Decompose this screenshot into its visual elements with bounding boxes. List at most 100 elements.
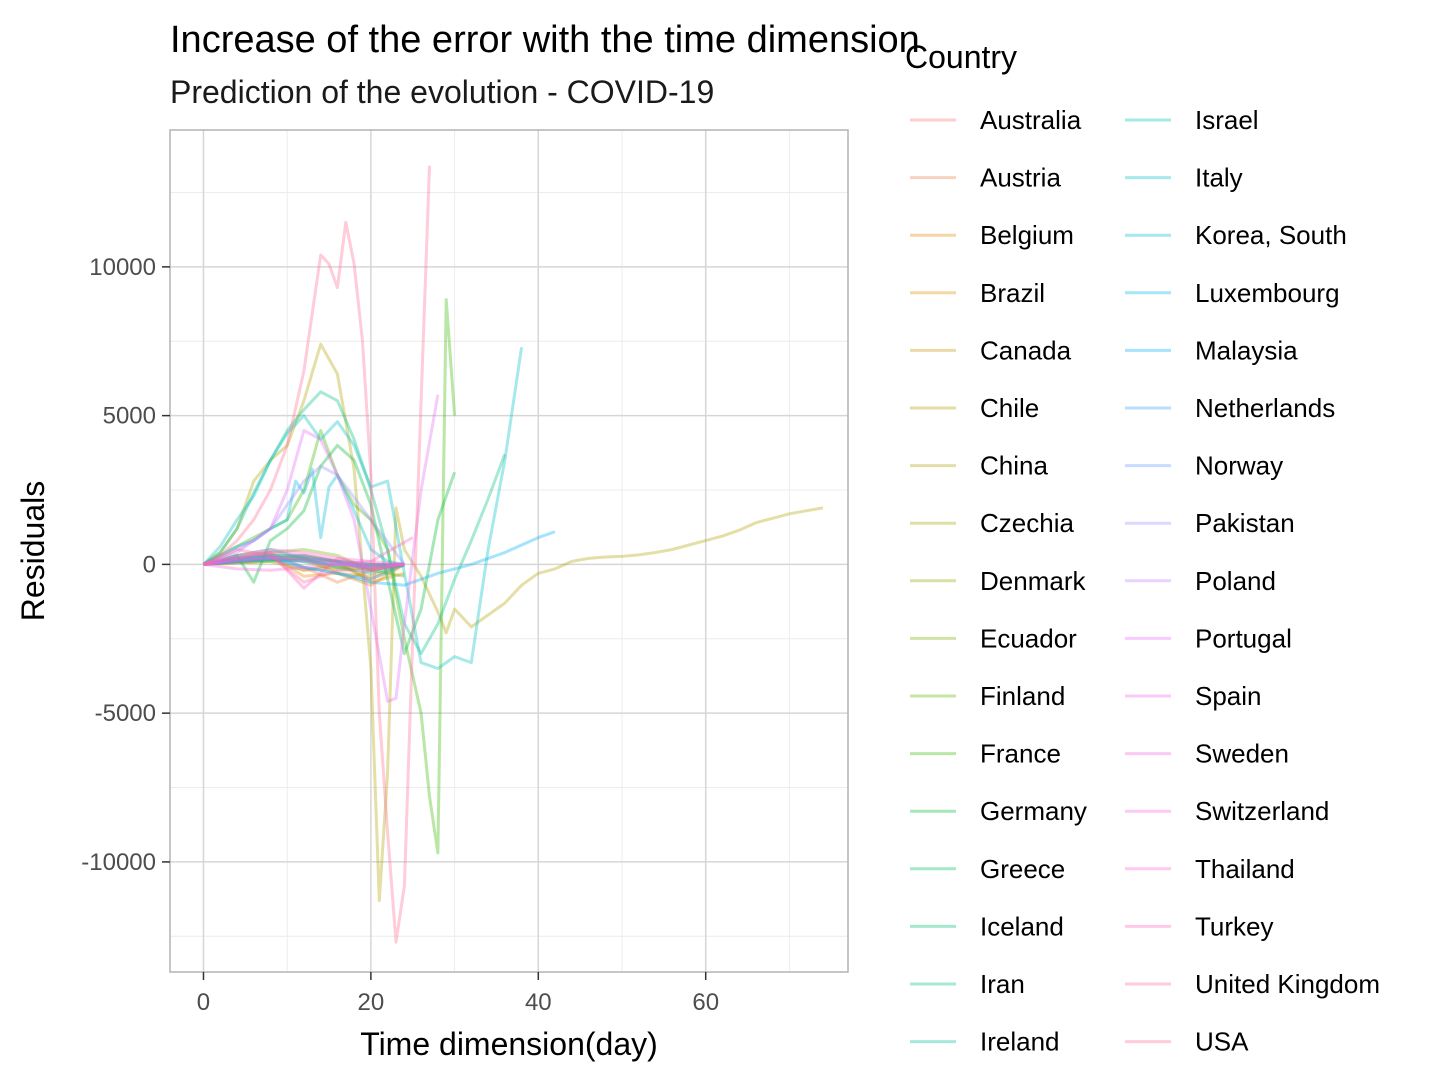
grid-lines [170, 130, 848, 972]
legend-item: Israel [1125, 105, 1259, 135]
series-line-czechia [203, 555, 405, 572]
legend-label: Turkey [1195, 911, 1274, 941]
series-line-korea-south [202, 467, 405, 566]
series-line-usa [202, 165, 431, 944]
x-tick-label: 40 [525, 989, 552, 1016]
legend-item: Turkey [1125, 911, 1274, 941]
legend-item: Sweden [1125, 739, 1289, 769]
legend-label: Pakistan [1195, 508, 1295, 538]
legend-label: Luxembourg [1195, 278, 1340, 308]
legend-item: Italy [1125, 163, 1243, 193]
legend-item: Norway [1125, 451, 1283, 481]
legend-label: Ecuador [980, 623, 1077, 653]
legend: Australia Austria Belgium Brazil Canada Chile… [910, 105, 1380, 1057]
series-lines [202, 165, 824, 944]
y-tick-label: -10000 [81, 849, 156, 876]
series-line-sweden [203, 556, 405, 569]
series-line-united-kingdom [202, 548, 405, 584]
series-line-australia [203, 556, 405, 572]
x-tick-label: 0 [197, 989, 210, 1016]
legend-label: Norway [1195, 451, 1283, 481]
chart-title: Increase of the error with the time dime… [170, 19, 920, 61]
legend-label: Brazil [980, 278, 1045, 308]
legend-label: Spain [1195, 681, 1262, 711]
legend-label: Belgium [980, 220, 1074, 250]
series-line-poland [203, 555, 405, 566]
series-line-chile [203, 559, 406, 581]
legend-item: Belgium [910, 220, 1074, 250]
legend-label: China [980, 451, 1048, 481]
legend-label: Austria [980, 163, 1061, 193]
legend-label: Thailand [1195, 854, 1295, 884]
legend-label: Korea, South [1195, 220, 1347, 250]
legend-item: Germany [910, 796, 1087, 826]
legend-item: Poland [1125, 566, 1276, 596]
legend-item: Malaysia [1125, 335, 1298, 365]
series-line-pakistan [202, 464, 406, 566]
legend-label: Italy [1195, 163, 1243, 193]
legend-item: Canada [910, 335, 1072, 365]
series-line-spain [203, 551, 405, 572]
series-line-turkey [203, 551, 405, 590]
legend-item: USA [1125, 1027, 1249, 1057]
legend-item: Thailand [1125, 854, 1295, 884]
series-line-portugal [202, 394, 440, 703]
y-tick-label: 0 [143, 551, 156, 578]
y-tick-label: -5000 [95, 700, 156, 727]
legend-item: Iran [910, 969, 1025, 999]
legend-item: Brazil [910, 278, 1045, 308]
legend-item: Chile [910, 393, 1039, 423]
y-axis-title: Residuals [15, 481, 51, 622]
legend-label: Greece [980, 854, 1065, 884]
legend-label: USA [1195, 1027, 1249, 1057]
series-line-canada [203, 555, 405, 578]
legend-item: Austria [910, 163, 1061, 193]
legend-label: Portugal [1195, 623, 1292, 653]
legend-item: Luxembourg [1125, 278, 1340, 308]
series-line-germany [203, 443, 457, 656]
legend-item: Portugal [1125, 623, 1292, 653]
legend-label: Poland [1195, 566, 1276, 596]
legend-label: Ireland [980, 1027, 1060, 1057]
legend-item: Ireland [910, 1027, 1060, 1057]
series-line-france [202, 298, 457, 855]
series-line-denmark [203, 556, 405, 571]
series-line-finland [203, 558, 405, 566]
series-line-netherlands [203, 554, 406, 581]
legend-item: Czechia [910, 508, 1074, 538]
series-line-ecuador [203, 548, 405, 578]
series-line-luxembourg [203, 558, 405, 568]
chart-subtitle: Prediction of the evolution - COVID-19 [170, 74, 714, 110]
legend-item: Spain [1125, 681, 1262, 711]
legend-item: Greece [910, 854, 1065, 884]
legend-label: Germany [980, 796, 1087, 826]
legend-item: France [910, 739, 1061, 769]
series-line-italy [202, 346, 524, 670]
series-line-switzerland [203, 559, 405, 572]
legend-item: Ecuador [910, 623, 1077, 653]
series-line-norway [203, 556, 405, 569]
legend-item: Finland [910, 681, 1065, 711]
legend-label: Sweden [1195, 739, 1289, 769]
legend-label: Australia [980, 105, 1082, 135]
legend-label: Denmark [980, 566, 1086, 596]
legend-item: Korea, South [1125, 220, 1347, 250]
y-tick-label: 5000 [103, 403, 156, 430]
series-line-china [202, 342, 824, 903]
series-line-belgium [203, 554, 406, 587]
legend-item: Pakistan [1125, 508, 1295, 538]
legend-label: Finland [980, 681, 1065, 711]
y-tick-label: 10000 [89, 254, 156, 281]
plot-panel-border [169, 129, 849, 973]
legend-label: United Kingdom [1195, 969, 1380, 999]
legend-item: Denmark [910, 566, 1086, 596]
legend-label: Chile [980, 393, 1039, 423]
legend-item: China [910, 451, 1048, 481]
legend-label: France [980, 739, 1061, 769]
series-line-iceland [203, 554, 405, 568]
legend-label: Israel [1195, 105, 1259, 135]
series-line-greece [203, 556, 405, 572]
series-line-iran [202, 390, 507, 656]
series-line-brazil [203, 554, 405, 584]
